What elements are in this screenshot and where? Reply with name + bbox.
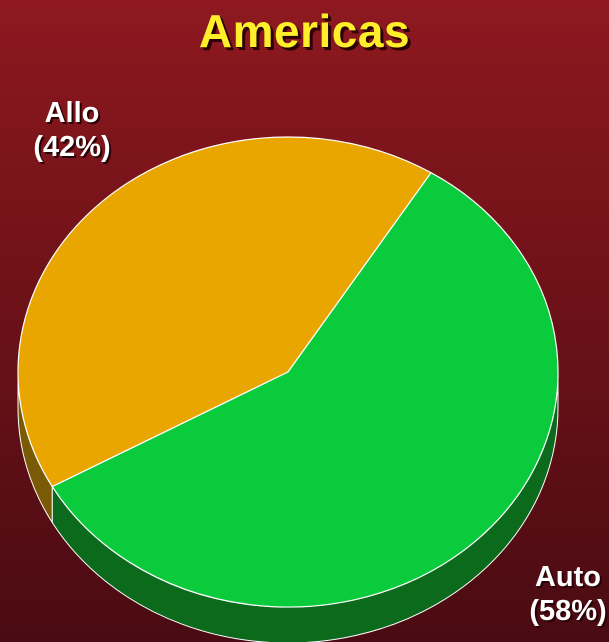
slice-label-allo-name: Allo bbox=[44, 97, 100, 129]
slice-label-auto-name: Auto bbox=[534, 561, 602, 593]
slice-label-auto-percent: (58%) bbox=[529, 595, 607, 627]
slice-label-auto: Auto (58%) bbox=[518, 560, 609, 628]
slice-label-allo: Allo (42%) bbox=[22, 96, 122, 164]
pie-slice-auto bbox=[51, 172, 559, 608]
pie-tops bbox=[17, 136, 559, 608]
pie-slice-allo bbox=[17, 136, 432, 488]
chart-title: Americas bbox=[198, 5, 411, 57]
slice-label-allo-percent: (42%) bbox=[33, 131, 111, 163]
